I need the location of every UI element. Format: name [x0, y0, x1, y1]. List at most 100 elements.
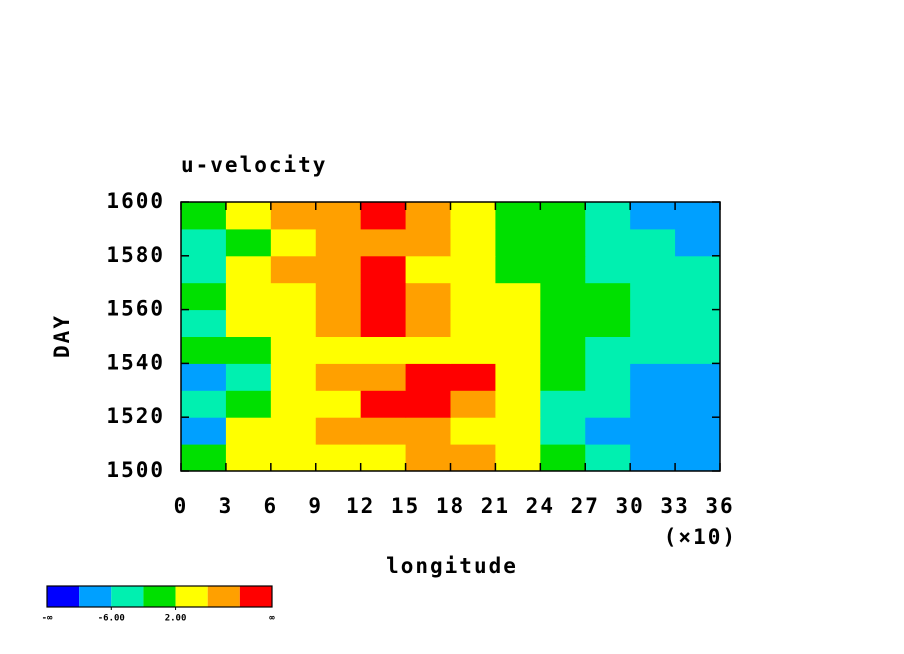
heat-cell — [405, 309, 451, 337]
heat-cell — [630, 363, 676, 391]
heat-cell — [181, 363, 227, 391]
heat-cell — [450, 309, 496, 337]
heat-cell — [630, 444, 676, 472]
heat-cell — [540, 363, 586, 391]
heat-cell — [181, 390, 227, 418]
y-tick-label: 1540 — [106, 350, 165, 374]
heat-cell — [270, 255, 317, 284]
heat-cell — [405, 282, 451, 311]
heat-cell — [675, 444, 721, 472]
heat-cell — [270, 228, 317, 257]
heat-cell — [675, 363, 721, 391]
heat-cell — [405, 444, 451, 472]
colorbar-tick-label: -6.00 — [98, 614, 125, 624]
heat-cell — [540, 444, 586, 472]
heat-cell — [630, 336, 676, 364]
heat-cell — [675, 202, 721, 230]
heat-cell — [540, 309, 586, 337]
colorbar-swatch — [239, 586, 272, 607]
heat-cell — [495, 417, 541, 445]
colorbar-swatch — [111, 586, 144, 607]
heat-cell — [225, 202, 272, 230]
heat-cell — [181, 336, 227, 364]
y-tick-label: 1580 — [106, 243, 165, 267]
heat-cell — [495, 309, 541, 337]
heat-cell — [585, 309, 631, 337]
heat-cell — [270, 282, 317, 311]
heat-cell — [315, 417, 362, 445]
heat-cell — [540, 255, 586, 284]
x-tick-label: 0 — [174, 494, 189, 518]
heat-cell — [360, 363, 407, 391]
heat-cell — [675, 417, 721, 445]
x-multiplier-label: (×10) — [664, 525, 737, 549]
heat-cell — [495, 336, 541, 364]
heat-cell — [450, 202, 496, 230]
heat-cell — [495, 363, 541, 391]
heat-cell — [585, 228, 631, 257]
heat-cell — [181, 444, 227, 472]
heat-cell — [450, 336, 496, 364]
heat-cell — [360, 309, 407, 337]
chart-title: u-velocity — [181, 153, 327, 177]
heat-cell — [540, 417, 586, 445]
x-tick-label: 30 — [616, 494, 645, 518]
heat-cell — [585, 282, 631, 311]
x-tick-label: 21 — [481, 494, 510, 518]
heat-cell — [495, 228, 541, 257]
heat-cell — [405, 363, 451, 391]
heat-cell — [315, 363, 362, 391]
heat-cell — [181, 282, 227, 311]
heat-cell — [270, 202, 317, 230]
heat-cell — [585, 363, 631, 391]
heat-cell — [315, 255, 362, 284]
heat-cell — [225, 444, 272, 472]
heat-cell — [270, 417, 317, 445]
heat-cell — [225, 417, 272, 445]
heat-cell — [405, 255, 451, 284]
heat-cell — [585, 202, 631, 230]
x-tick-label: 12 — [346, 494, 375, 518]
x-tick-label: 33 — [660, 494, 689, 518]
heat-cell — [181, 202, 227, 230]
x-axis-label: longitude — [386, 554, 518, 578]
heat-cell — [675, 255, 721, 284]
heat-cell — [630, 417, 676, 445]
heat-cell — [630, 282, 676, 311]
heat-cell — [540, 228, 586, 257]
x-tick-label: 9 — [308, 494, 323, 518]
heat-cell — [270, 309, 317, 337]
heat-cell — [495, 255, 541, 284]
heat-cell — [225, 282, 272, 311]
heat-cell — [270, 444, 317, 472]
heat-cell — [405, 336, 451, 364]
colorbar-max-label: ∞ — [269, 614, 275, 624]
heat-cell — [225, 309, 272, 337]
heat-cell — [540, 390, 586, 418]
heat-cell — [495, 282, 541, 311]
heat-cell — [315, 390, 362, 418]
heat-cell — [360, 202, 407, 230]
heat-cell — [630, 228, 676, 257]
heat-cell — [630, 255, 676, 284]
x-tick-label: 15 — [391, 494, 420, 518]
heat-cell — [181, 228, 227, 257]
heat-cell — [225, 255, 272, 284]
heat-cell — [450, 363, 496, 391]
heat-cell — [585, 255, 631, 284]
colorbar-frame — [46, 585, 273, 608]
heat-cell — [225, 390, 272, 418]
colorbar-swatch — [79, 586, 112, 607]
heat-cell — [630, 390, 676, 418]
y-tick-label: 1500 — [106, 458, 165, 482]
heat-cell — [450, 390, 496, 418]
heat-cell — [360, 255, 407, 284]
colorbar-min-label: -∞ — [42, 614, 53, 624]
heat-cell — [585, 444, 631, 472]
heat-cell — [315, 336, 362, 364]
heat-cell — [360, 444, 407, 472]
heat-cell — [675, 336, 721, 364]
heat-cell — [315, 444, 362, 472]
heat-cell — [675, 282, 721, 311]
